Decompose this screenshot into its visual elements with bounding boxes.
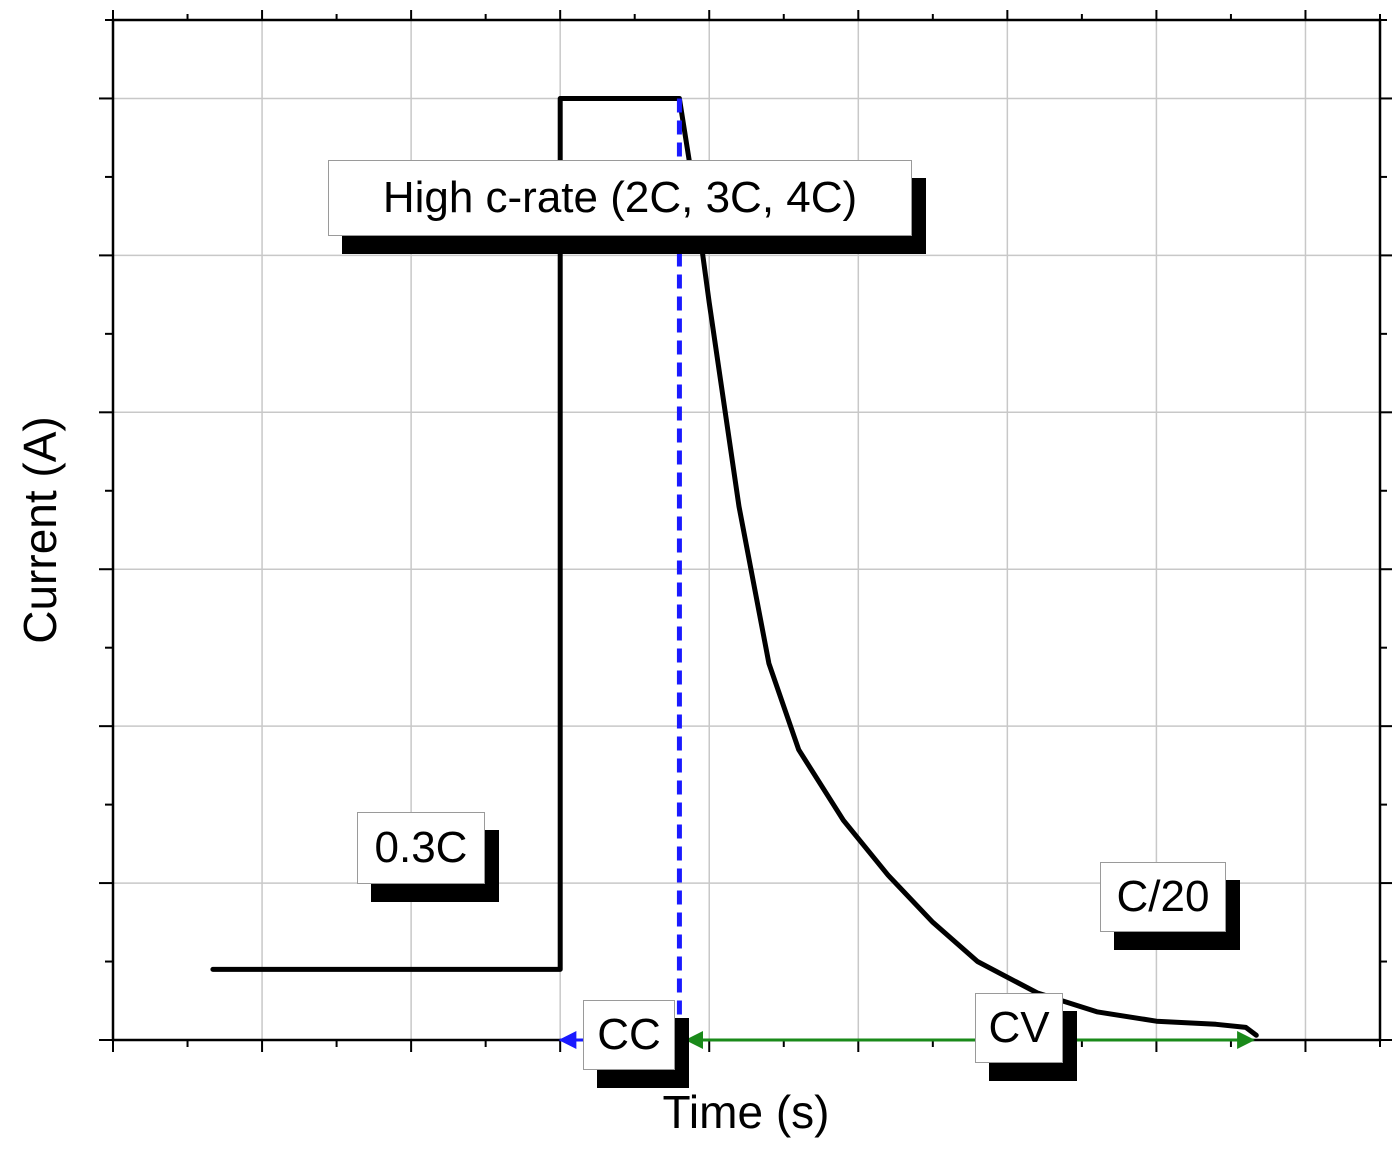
series-group: [210, 96, 1259, 1040]
low-rate-label: 0.3C: [357, 812, 485, 884]
y-axis-label: Current (A): [14, 416, 66, 644]
high-rate-label: High c-rate (2C, 3C, 4C): [328, 160, 912, 236]
cv-label: CV: [975, 993, 1063, 1063]
grid-lines: [113, 20, 1380, 1041]
cc-label: CC: [583, 1000, 675, 1070]
x-axis-label: Time (s): [662, 1086, 830, 1138]
cutoff-label: C/20: [1100, 862, 1226, 932]
